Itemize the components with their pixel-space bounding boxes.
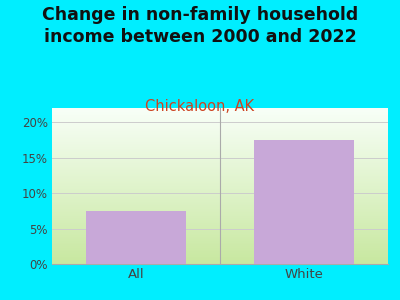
Bar [254, 140, 354, 264]
Bar [86, 211, 186, 264]
Text: Chickaloon, AK: Chickaloon, AK [146, 99, 254, 114]
Text: Change in non-family household
income between 2000 and 2022: Change in non-family household income be… [42, 6, 358, 46]
